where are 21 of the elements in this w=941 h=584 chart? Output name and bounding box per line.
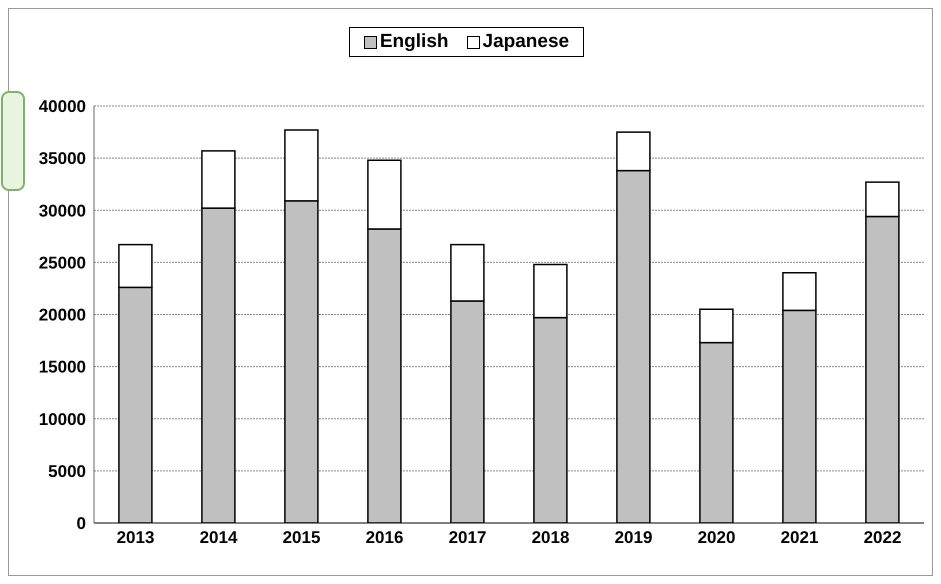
y-tick-label: 25000 bbox=[38, 253, 86, 272]
x-tick-label: 2014 bbox=[200, 528, 238, 548]
y-tick-label: 0 bbox=[76, 514, 86, 534]
y-tick-label: 5000 bbox=[48, 462, 86, 481]
x-tick-label: 2019 bbox=[614, 528, 652, 548]
legend-label: Japanese bbox=[482, 31, 570, 53]
y-tick-label: 15000 bbox=[38, 358, 86, 377]
x-tick-label: 2013 bbox=[116, 528, 154, 548]
y-tick-label: 10000 bbox=[38, 410, 86, 429]
x-tick-label: 2021 bbox=[780, 528, 818, 548]
x-tick-label: 2015 bbox=[282, 528, 320, 548]
y-tick-label: 40000 bbox=[38, 97, 86, 116]
x-tick-label: 2016 bbox=[366, 528, 404, 548]
y-tick-label: 30000 bbox=[38, 201, 86, 220]
x-tick-label: 2020 bbox=[698, 528, 736, 548]
y-tick-label: 20000 bbox=[38, 306, 86, 325]
legend-label: English bbox=[380, 31, 448, 53]
y-tick-label: 35000 bbox=[38, 149, 86, 168]
x-tick-label: 2018 bbox=[532, 528, 570, 548]
x-tick-label: 2017 bbox=[448, 528, 486, 548]
x-tick-label: 2022 bbox=[864, 528, 902, 548]
